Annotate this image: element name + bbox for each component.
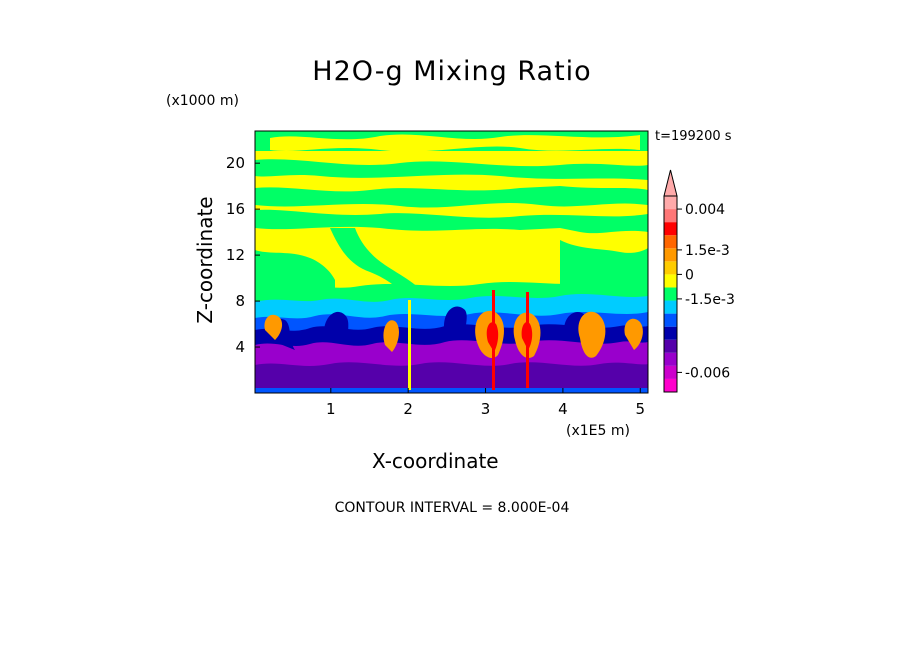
field-blue-plume-2 (324, 311, 350, 345)
x-tick-label: 1 (326, 400, 336, 418)
field-green-band-1 (255, 159, 648, 180)
field-green-band-3 (255, 209, 648, 234)
time-label: t=199200 s (655, 129, 732, 144)
colorbar-arrow (663, 169, 678, 197)
colorbar-swatch (664, 287, 677, 301)
colorbar-swatch (664, 209, 677, 223)
field-green-plume (330, 228, 430, 300)
colorbar-swatch (664, 339, 677, 353)
y-tick-label: 16 (226, 200, 245, 218)
colorbar-swatch (664, 196, 677, 210)
colorbar-tick-label: 0 (685, 267, 694, 283)
x-unit-label: (x1E5 m) (566, 423, 630, 439)
field-orange-plume-2 (383, 320, 399, 352)
colorbar-swatch (664, 274, 677, 288)
colorbar-tick-label: 1.5e-3 (685, 243, 730, 259)
field-bottom-line (255, 388, 648, 393)
x-tick-label: 5 (635, 400, 645, 418)
colorbar-swatch (664, 235, 677, 249)
colorbar-swatch (664, 365, 677, 379)
colorbar-swatch (664, 300, 677, 314)
field-blue-plume-3 (444, 306, 468, 340)
y-tick-label: 8 (235, 292, 245, 310)
colorbar-frame (663, 195, 678, 393)
y-tick-label: 4 (235, 338, 245, 356)
y-tick-label: 20 (226, 154, 245, 172)
x-tick-label: 4 (558, 400, 568, 418)
contour-interval-label: CONTOUR INTERVAL = 8.000E-04 (334, 500, 570, 516)
x-axis: 1 2 3 4 5 (326, 388, 645, 418)
field-streak-1 (408, 300, 411, 390)
y-unit-label: (x1000 m) (166, 93, 239, 109)
field-orange-plume-1 (264, 314, 283, 340)
field-orange-plume-6 (624, 318, 643, 350)
field (255, 131, 648, 393)
field-top-yellow-streak (270, 134, 640, 152)
x-tick-label: 3 (481, 400, 491, 418)
field-orange-plume-5 (578, 311, 606, 358)
field-purple-dark (255, 362, 648, 393)
x-axis-label: X-coordinate (372, 449, 499, 473)
y-axis: 4 8 12 16 20 (226, 154, 260, 356)
field-streak-2 (492, 290, 495, 390)
y-tick-label: 12 (226, 246, 245, 264)
field-streak-3 (526, 292, 529, 388)
colorbar-swatch (664, 378, 677, 392)
colorbar-swatch (664, 313, 677, 327)
colorbar-swatch (664, 352, 677, 366)
chart-title: H2O-g Mixing Ratio (312, 56, 592, 87)
colorbar-tick-label: -1.5e-3 (685, 292, 735, 308)
colorbar: 0.004 1.5e-3 0 -1.5e-3 -0.006 (663, 169, 735, 393)
colorbar-tick-label: -0.006 (685, 365, 730, 381)
plot-frame (254, 130, 649, 394)
x-tick-label: 2 (403, 400, 413, 418)
field-green-right (560, 240, 648, 290)
field-green-band-2 (255, 186, 648, 208)
colorbar-swatch (664, 222, 677, 236)
colorbar-swatch (664, 326, 677, 340)
colorbar-swatch (664, 248, 677, 262)
colorbar-swatch (664, 261, 677, 275)
colorbar-tick-label: 0.004 (685, 202, 725, 218)
